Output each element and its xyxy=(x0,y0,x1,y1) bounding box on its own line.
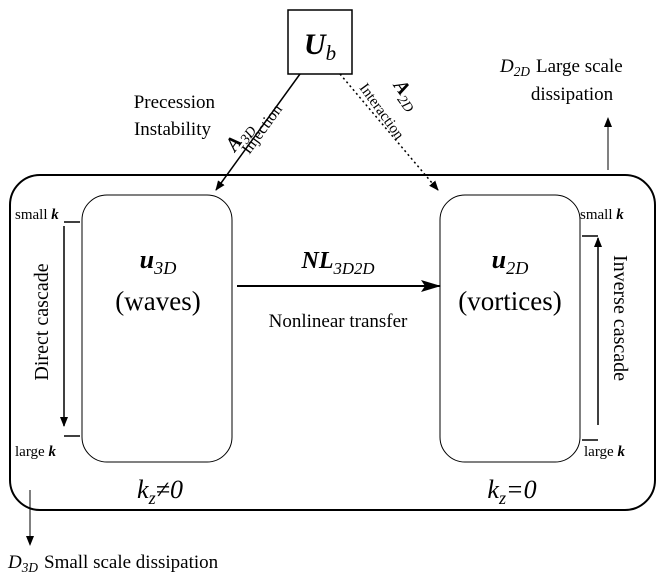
text-part: k xyxy=(137,475,149,504)
large-dissipation-label: dissipation xyxy=(531,84,614,105)
text-part: k xyxy=(487,475,499,504)
large-dissipation-label: D2D Large scale xyxy=(499,56,623,79)
transfer-symbol: NL3D2D xyxy=(300,248,374,278)
text-part: small xyxy=(15,207,48,223)
injection-arrow xyxy=(215,73,301,191)
text-part: 2D xyxy=(514,64,531,79)
text-part: NL xyxy=(300,248,333,274)
text-part: z xyxy=(498,488,506,508)
waves-label: (waves) xyxy=(115,286,200,316)
shapes xyxy=(9,9,656,546)
text-part: b xyxy=(326,41,337,65)
text-part: 3D xyxy=(21,560,39,575)
scale-label: small k xyxy=(580,207,624,223)
text-part: z xyxy=(148,488,156,508)
instability-label: Instability xyxy=(134,119,212,140)
text-part: =0 xyxy=(506,475,537,504)
text-part: k xyxy=(48,444,56,460)
text-part: 2D xyxy=(506,258,528,278)
scale-label: large k xyxy=(584,444,625,460)
vortices-symbol: u2D xyxy=(492,245,529,278)
interaction-arrow xyxy=(339,73,439,191)
source-label: Ub xyxy=(304,28,336,65)
text-part: k xyxy=(617,444,625,460)
vortices-box xyxy=(439,194,581,463)
waves-mode: kz≠0 xyxy=(137,475,183,508)
inverse-cascade-label: Inverse cascade xyxy=(609,255,631,381)
text-part: D xyxy=(499,56,514,77)
vortices-label: (vortices) xyxy=(458,286,561,316)
text-part: Large scale xyxy=(536,56,623,77)
text-part: Small scale dissipation xyxy=(44,552,219,573)
waves-symbol: u3D xyxy=(140,245,177,278)
text-part: D xyxy=(7,552,22,573)
text-part: 3D2D xyxy=(332,259,374,278)
text-part: 3D xyxy=(153,258,176,278)
text-part: k xyxy=(616,207,624,223)
text-part: u xyxy=(140,245,154,274)
source-box xyxy=(287,9,353,75)
text-part: small xyxy=(580,207,613,223)
text-part: u xyxy=(492,245,506,274)
text-part: k xyxy=(51,207,59,223)
scale-label: small k xyxy=(15,207,59,223)
text-part: ≠0 xyxy=(156,475,183,504)
vortices-mode: kz=0 xyxy=(487,475,536,508)
instability-label: Precession xyxy=(134,92,216,113)
waves-box xyxy=(81,194,233,463)
small-dissipation-label: D3D Small scale dissipation xyxy=(7,552,219,575)
direct-cascade-label: Direct cascade xyxy=(31,263,53,380)
text-part: large xyxy=(15,444,45,460)
outer-box xyxy=(9,174,656,511)
scale-label: large k xyxy=(15,444,56,460)
transfer-label: Nonlinear transfer xyxy=(269,311,408,332)
text-part: U xyxy=(304,28,327,61)
text-part: large xyxy=(584,444,614,460)
